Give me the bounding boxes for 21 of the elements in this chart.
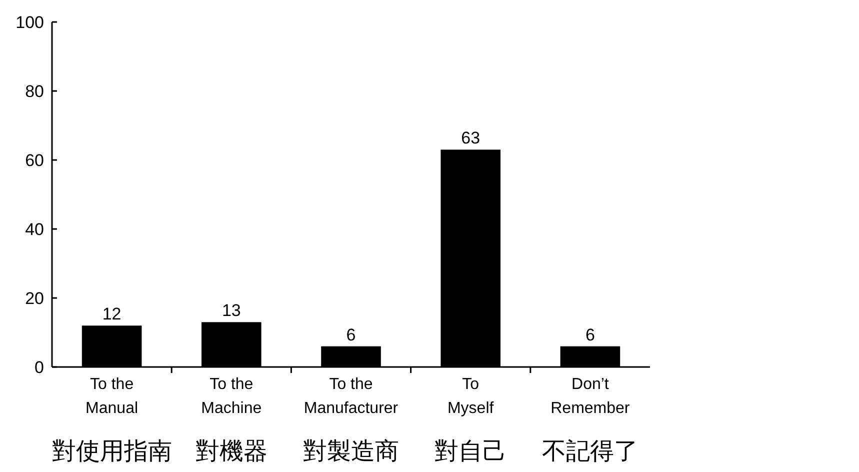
x-tick-label: To the Manual	[86, 376, 138, 417]
y-tick-label: 100	[16, 13, 44, 32]
data-label: 63	[461, 128, 480, 148]
text: 不記得了	[542, 437, 638, 465]
text: 對自己	[434, 437, 507, 465]
data-label: 6	[585, 325, 595, 344]
y-tick-label: 20	[25, 289, 44, 308]
y-tick-label: 0	[34, 358, 44, 377]
y-tick-label: 60	[25, 151, 44, 170]
text: 對製造商	[303, 437, 399, 465]
y-tick-label: 80	[25, 82, 44, 101]
x-tick-label: To the Manufacturer	[304, 376, 399, 417]
text: 對機器	[195, 437, 268, 465]
y-tick-label: 40	[25, 220, 44, 239]
data-label: 6	[346, 325, 356, 344]
text: 對使用指南	[52, 437, 172, 465]
x-tick-label: To the Machine	[201, 376, 262, 417]
data-label: 12	[102, 304, 122, 324]
x-tick-label: Don’t Remember	[550, 376, 630, 417]
x-tick-label: To Myself	[447, 376, 494, 417]
data-label: 13	[222, 301, 241, 320]
